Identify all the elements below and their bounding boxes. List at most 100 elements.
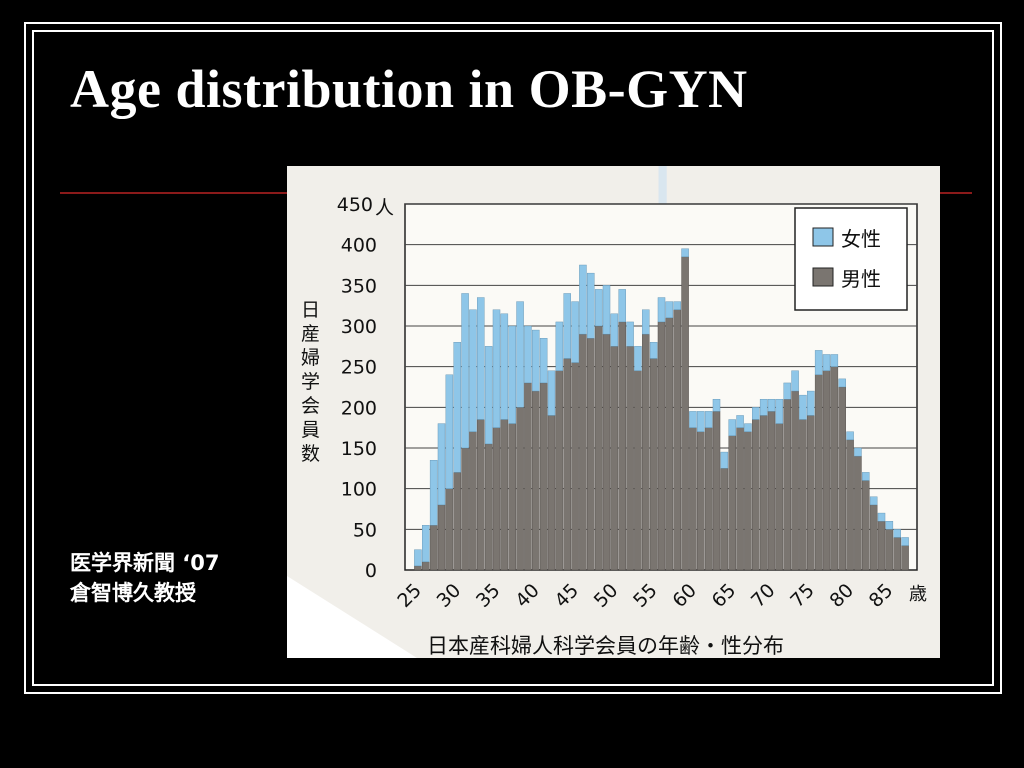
bar-male: [579, 333, 587, 571]
bar-male: [437, 504, 446, 571]
y-tick-label: 250: [341, 357, 377, 379]
caption-line-1: 医学界新聞 ‘07: [70, 551, 220, 575]
bar-male: [862, 480, 870, 571]
bar-female: [563, 293, 571, 359]
bar-male: [516, 407, 524, 571]
bar-female: [736, 415, 744, 428]
bar-male: [587, 337, 595, 571]
bar-male: [854, 455, 862, 571]
legend-label-male: 男性: [841, 267, 881, 291]
slide-title: Age distribution in OB-GYN: [70, 59, 748, 119]
bar-male: [610, 346, 619, 571]
bar-female: [610, 313, 619, 347]
bar-male: [901, 545, 909, 571]
bar-male: [665, 317, 674, 571]
bar-male: [649, 358, 658, 571]
bar-female: [665, 301, 674, 319]
bar-male: [783, 398, 791, 571]
bar-male: [477, 419, 485, 571]
y-axis-label: 日産婦学会員数: [301, 299, 320, 465]
bar-female: [594, 289, 603, 327]
bar-female: [689, 411, 697, 428]
bar-male: [759, 415, 768, 571]
y-tick-label: 150: [341, 438, 377, 460]
bar-male: [532, 390, 540, 571]
bar-male: [752, 419, 760, 571]
bar-male: [830, 366, 839, 571]
bar-female: [885, 521, 894, 530]
bar-female: [846, 431, 854, 441]
bar-male: [822, 370, 831, 571]
bar-female: [422, 525, 430, 563]
bar-female: [704, 411, 713, 428]
legend-swatch-male: [812, 267, 834, 287]
bar-female: [854, 447, 862, 457]
bar-male: [594, 325, 603, 571]
bar-male: [736, 427, 744, 571]
bar-female: [807, 390, 815, 416]
bar-female: [539, 337, 548, 384]
bar-female: [759, 398, 768, 416]
bar-male: [563, 358, 571, 571]
bar-female: [587, 272, 595, 339]
bar-male: [814, 374, 823, 571]
bar-female: [524, 325, 532, 384]
bar-male: [712, 411, 721, 571]
bar-female: [752, 407, 760, 420]
y-tick-label: 100: [341, 479, 377, 501]
slide-frame-outer: [24, 22, 1002, 694]
bar-female: [799, 394, 807, 420]
bar-male: [744, 431, 752, 571]
bar-female: [634, 346, 642, 371]
bar-female: [445, 374, 454, 489]
bar-female: [461, 293, 469, 449]
bar-female: [500, 313, 509, 420]
bar-male: [618, 321, 626, 571]
bar-male: [846, 439, 854, 571]
bar-female: [437, 423, 446, 506]
bar-male: [791, 390, 799, 571]
bar-male: [524, 382, 532, 571]
bar-male: [673, 309, 681, 571]
bar-male: [838, 386, 846, 571]
bar-female: [712, 398, 721, 412]
bar-male: [602, 333, 611, 571]
bar-female: [862, 472, 870, 481]
bar-female: [626, 321, 634, 347]
source-caption: 医学界新聞 ‘07 倉智博久教授: [70, 548, 220, 608]
y-tick-label: 200: [341, 397, 377, 419]
chart-title: 日本産科婦人科学会員の年齢・性分布: [427, 634, 784, 658]
bar-female: [893, 529, 901, 538]
bar-male: [484, 443, 493, 571]
bar-female: [532, 329, 540, 392]
caption-line-2: 倉智博久教授: [70, 581, 196, 605]
bar-male: [500, 419, 509, 571]
bar-male: [626, 346, 634, 571]
bar-male: [689, 427, 697, 571]
bar-female: [492, 309, 501, 428]
bar-male: [877, 521, 886, 571]
bar-male: [775, 423, 784, 571]
bar-male: [414, 565, 422, 571]
bar-female: [877, 512, 886, 522]
bar-male: [720, 468, 729, 571]
bar-male: [492, 427, 501, 571]
bar-female: [901, 537, 909, 546]
bar-female: [838, 378, 846, 388]
bar-female: [414, 549, 422, 567]
y-tick-label: 450: [337, 194, 373, 216]
bar-female: [642, 309, 650, 335]
y-axis-unit: 人: [375, 197, 394, 219]
bar-female: [453, 342, 461, 473]
x-axis-unit: 歳: [909, 584, 927, 605]
bar-female: [775, 398, 784, 424]
legend: 女性 男性: [794, 207, 908, 311]
bar-male: [728, 435, 736, 571]
bar-male: [642, 333, 650, 571]
bar-female: [744, 423, 752, 432]
bar-female: [697, 411, 705, 432]
bar-female: [602, 285, 611, 335]
y-tick-label: 400: [341, 235, 377, 257]
y-tick-label: 350: [341, 275, 377, 297]
bar-male: [885, 529, 894, 571]
